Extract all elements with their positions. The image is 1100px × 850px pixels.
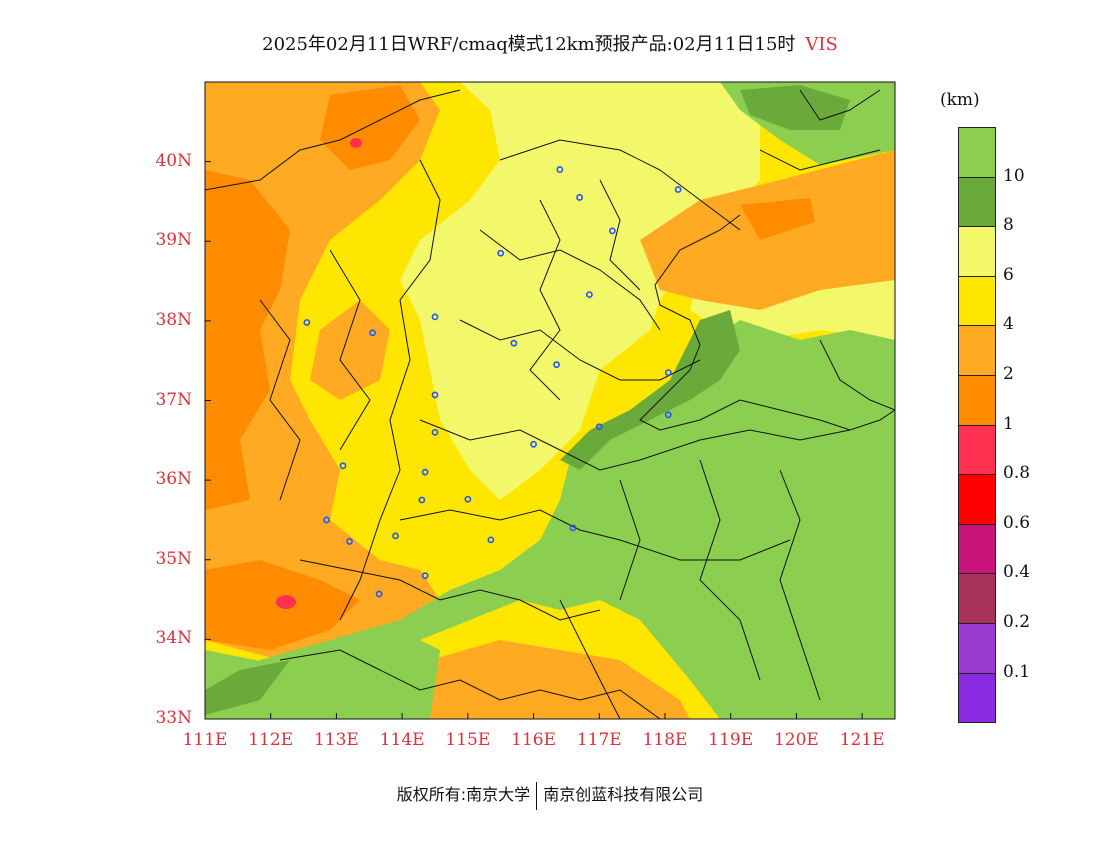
- station-marker: [369, 329, 376, 337]
- colorbar-swatch: [958, 226, 996, 277]
- colorbar-swatch: [958, 127, 996, 178]
- title-text: 2025年02月11日WRF/cmaq模式12km预报产品:02月11日15时: [262, 34, 796, 55]
- colorbar-swatch: [958, 623, 996, 674]
- low-vis-spot-2: [350, 138, 362, 148]
- colorbar-swatch: [958, 573, 996, 624]
- station-marker: [586, 291, 593, 298]
- station-marker: [497, 249, 505, 257]
- x-tick-label: 120E: [773, 730, 819, 750]
- station-marker: [392, 532, 399, 540]
- station-marker: [553, 361, 560, 369]
- region-above-10km-southeast: [205, 320, 895, 719]
- x-tick-label: 111E: [182, 730, 228, 750]
- colorbar-label: 2: [1003, 364, 1014, 384]
- x-tick-label: 115E: [445, 730, 491, 750]
- station-marker: [664, 411, 672, 419]
- x-tick-label: 112E: [248, 730, 294, 750]
- colorbar-swatch: [958, 275, 996, 327]
- y-tick-label: 36N: [155, 469, 192, 490]
- x-tick-label: 121E: [839, 730, 885, 750]
- colorbar-label: 0.8: [1003, 463, 1031, 484]
- colorbar-label: 1: [1003, 413, 1014, 434]
- colorbar-swatch: [958, 672, 996, 724]
- region-1-2km-west: [205, 170, 290, 510]
- station-marker: [576, 194, 583, 201]
- station-markers: [303, 166, 682, 598]
- colorbar-label: 0.2: [1003, 612, 1031, 632]
- x-tick-label: 113E: [313, 730, 359, 750]
- colorbar-label: 8: [1003, 215, 1014, 236]
- station-marker: [418, 496, 426, 504]
- copyright-left: 版权所有:南京大学: [396, 785, 531, 804]
- region-6-8km-north: [400, 82, 760, 500]
- y-tick-label: 40N: [155, 150, 192, 171]
- region-8-10km-band: [560, 310, 740, 470]
- station-marker: [487, 536, 495, 544]
- station-marker: [375, 590, 383, 598]
- x-tick-label: 118E: [642, 730, 688, 750]
- station-marker: [464, 495, 472, 503]
- footer-divider: [536, 781, 538, 810]
- station-marker: [431, 428, 439, 436]
- coastline: [639, 214, 895, 431]
- region-1-2km-north: [320, 85, 420, 170]
- colorbar-swatch: [958, 176, 996, 228]
- region-8-10km-south: [205, 660, 290, 715]
- x-tick-label: 119E: [708, 730, 754, 750]
- station-marker: [674, 186, 682, 193]
- colorbar-label: 0.4: [1003, 562, 1031, 583]
- station-marker: [664, 369, 672, 377]
- x-tick-label: 117E: [576, 730, 622, 750]
- x-tick-label: 114E: [379, 730, 425, 750]
- region-2-4km-south: [430, 640, 690, 719]
- copyright-right: 南京创蓝科技有限公司: [543, 785, 704, 804]
- station-marker: [421, 468, 429, 476]
- station-marker: [303, 319, 311, 326]
- y-tick-label: 34N: [155, 628, 192, 649]
- y-tick-label: 37N: [155, 389, 192, 410]
- y-tick-label: 33N: [155, 708, 192, 728]
- y-tick-label: 39N: [155, 230, 192, 251]
- colorbar-swatch: [958, 424, 996, 476]
- station-marker: [431, 391, 439, 399]
- region-above-10km-southwest: [205, 630, 440, 719]
- colorbar-unit: (km): [940, 90, 980, 110]
- colorbar-label: 6: [1003, 264, 1014, 285]
- variable-name: VIS: [805, 34, 838, 55]
- y-tick-label: 35N: [155, 548, 192, 569]
- colorbar-label: 4: [1003, 314, 1014, 335]
- region-2-4km-center: [310, 300, 390, 400]
- colorbar-swatch: [958, 474, 996, 525]
- station-marker: [556, 166, 564, 173]
- station-marker: [569, 524, 577, 532]
- colorbar-label: 0.1: [1003, 661, 1031, 682]
- visibility-field: [205, 82, 895, 719]
- station-marker: [609, 227, 616, 235]
- colorbar-label: 10: [1003, 165, 1025, 186]
- axis-ticks: [204, 161, 863, 720]
- region-1-2km-northeast: [740, 198, 815, 240]
- map-title: 2025年02月11日WRF/cmaq模式12km预报产品:02月11日15时 V…: [0, 30, 1100, 56]
- station-marker: [346, 538, 353, 545]
- x-tick-label: 116E: [511, 730, 556, 750]
- colorbar-swatch: [958, 325, 996, 376]
- colorbar-label: 0.6: [1003, 512, 1031, 533]
- station-marker: [339, 462, 347, 470]
- station-marker: [431, 313, 439, 321]
- station-marker: [323, 516, 330, 524]
- station-marker: [595, 423, 603, 431]
- station-marker: [510, 339, 518, 347]
- y-tick-label: 38N: [155, 309, 192, 330]
- copyright-footer: 版权所有:南京大学 南京创蓝科技有限公司: [0, 781, 1100, 810]
- station-marker: [421, 572, 429, 580]
- colorbar-swatch: [958, 523, 996, 575]
- station-marker: [530, 440, 537, 448]
- province-boundaries: [205, 89, 895, 719]
- low-vis-spot-1: [276, 595, 296, 609]
- colorbar-swatch: [958, 375, 996, 426]
